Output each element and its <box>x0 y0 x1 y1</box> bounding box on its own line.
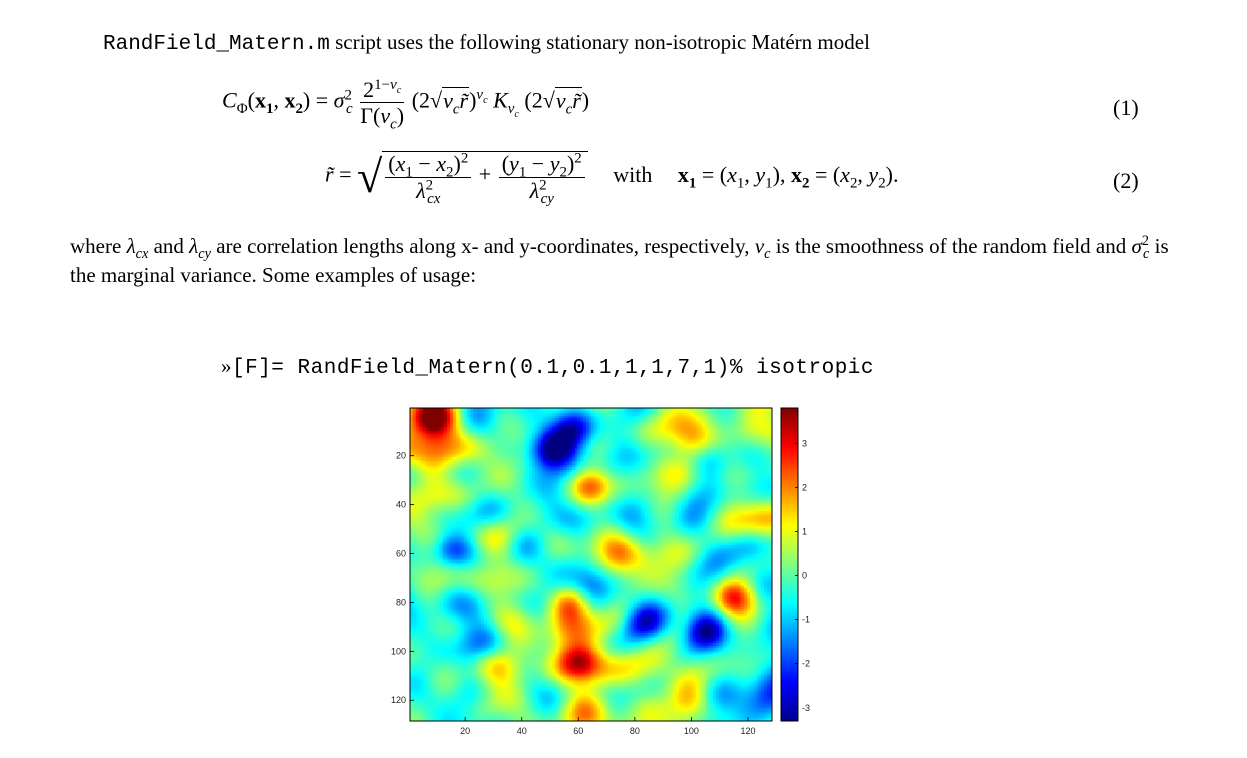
para-text: is the smoothness of the random field an… <box>775 234 1127 258</box>
x-tick-label: 20 <box>460 726 470 736</box>
x-tick-label: 100 <box>684 726 699 736</box>
x-tick-label: 40 <box>517 726 527 736</box>
x-tick-label: 120 <box>740 726 755 736</box>
colorbar-tick-label: 3 <box>802 438 807 448</box>
prompt-symbol: » <box>221 354 232 378</box>
x-tick-label: 60 <box>573 726 583 736</box>
y-tick-label: 60 <box>396 548 406 558</box>
equation-2: r̃ = √ (x1 − x2)2 λ2cx + (y1 − y2)2 λ2cy w… <box>325 151 899 207</box>
y-tick-label: 120 <box>391 695 406 705</box>
colorbar-tick-label: 1 <box>802 526 807 536</box>
colorbar <box>780 407 799 722</box>
y-tick-label: 20 <box>396 451 406 461</box>
command-line: »[F]= RandField_Matern(0.1,0.1,1,1,7,1)%… <box>221 354 874 380</box>
colorbar-tick-label: 2 <box>802 482 807 492</box>
intro-line: RandField_Matern.m script uses the follo… <box>103 30 870 56</box>
description-paragraph: where λcx and λcy are correlation length… <box>70 233 1169 287</box>
intro-text: script uses the following stationary non… <box>335 30 870 54</box>
with-word: with <box>613 161 653 187</box>
equation-2-number: (2) <box>1113 168 1139 193</box>
heatmap-image <box>410 408 772 721</box>
para-text: and <box>153 234 184 258</box>
colorbar-tick-label: -3 <box>802 703 810 713</box>
colorbar-tick-label: 0 <box>802 571 807 581</box>
plot-frame <box>409 407 773 722</box>
command-code: [F]= RandField_Matern(0.1,0.1,1,1,7,1)% … <box>232 357 875 380</box>
script-name: RandField_Matern.m <box>103 33 330 56</box>
para-text: are correlation lengths along x- and y-c… <box>216 234 750 258</box>
y-tick-label: 100 <box>391 646 406 656</box>
equation-1: CΦ(x1, x2) = σ2c 21−νc Γ(νc) (2√νcr̃)νc K… <box>222 76 590 133</box>
para-text: is the marginal variance. Some examples … <box>70 234 1169 287</box>
x-tick-label: 80 <box>630 726 640 736</box>
colorbar-tick-label: -1 <box>802 615 810 625</box>
y-tick-label: 40 <box>396 500 406 510</box>
y-tick-label: 80 <box>396 597 406 607</box>
colorbar-tick-label: -2 <box>802 659 810 669</box>
para-text: where <box>70 234 122 258</box>
equation-1-number: (1) <box>1113 95 1139 120</box>
